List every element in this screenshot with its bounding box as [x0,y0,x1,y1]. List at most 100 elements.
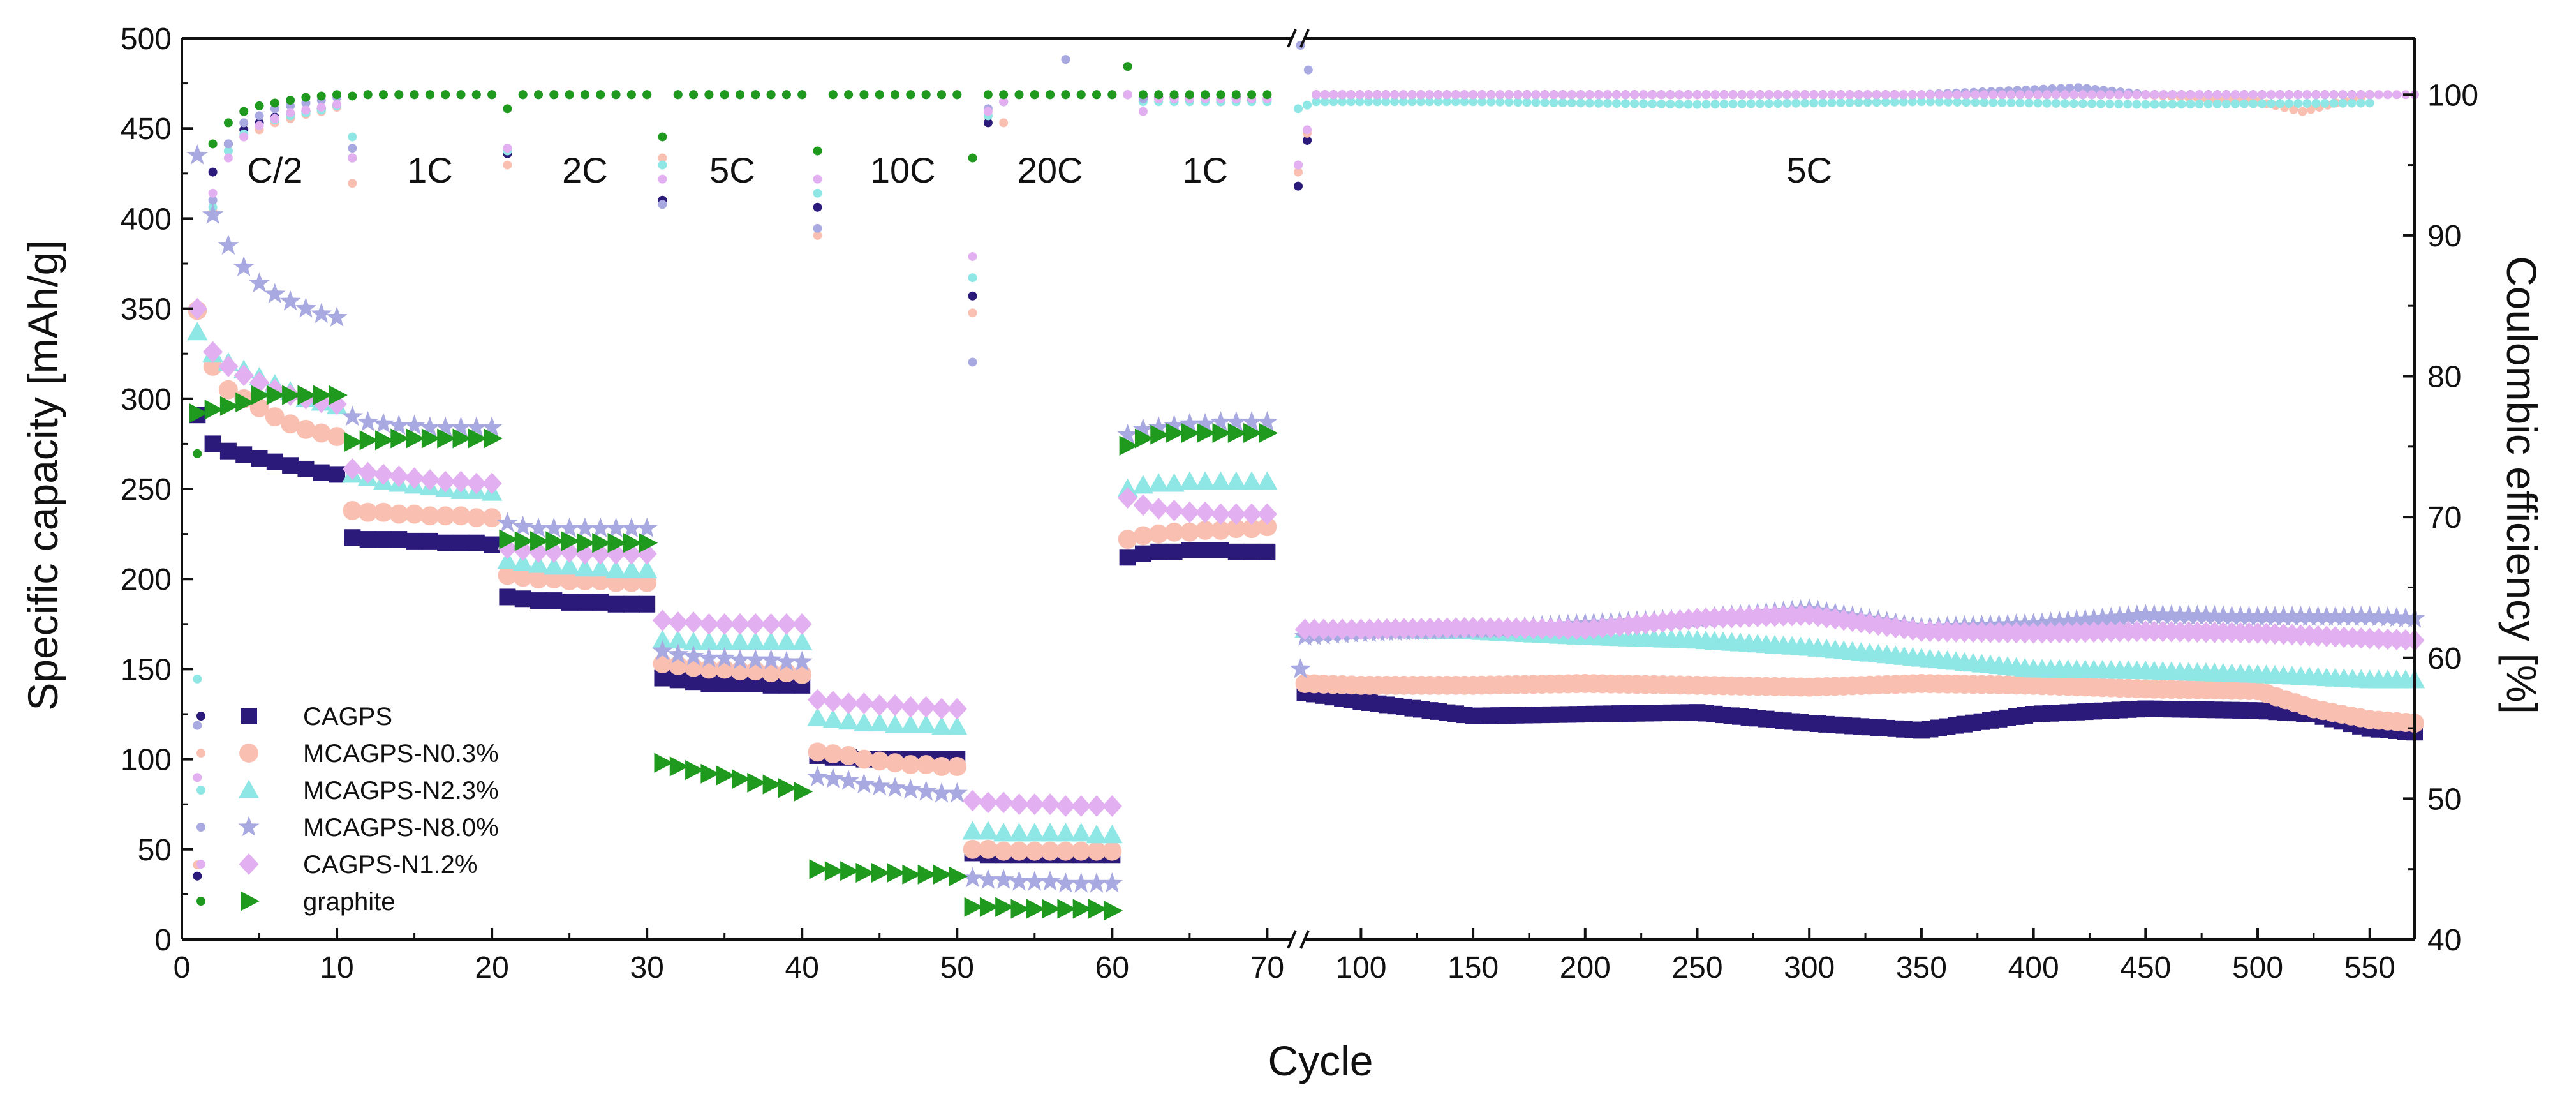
capacity-point [2290,606,2312,626]
efficiency-point [471,90,481,100]
efficiency-point [301,93,311,102]
efficiency-point [286,108,295,117]
efficiency-point [2105,99,2115,108]
capacity-point [823,691,843,713]
capacity-point [776,613,797,635]
capacity-point [636,517,658,538]
capacity-point [266,453,283,470]
capacity-point [639,595,656,613]
efficiency-point [1872,90,1881,100]
capacity-point [979,897,999,917]
legend-label: CAGPS-N1.2% [303,851,477,879]
efficiency-point [348,153,357,163]
capacity-point [2212,605,2234,625]
efficiency-point [1782,90,1792,100]
efficiency-point [1791,90,1801,100]
efficiency-point [2195,100,2204,109]
efficiency-point [425,90,434,100]
capacity-point [341,405,364,426]
capacity-point [404,504,424,524]
capacity-point [344,431,364,452]
capacity-point [1212,542,1229,559]
efficiency-point [441,90,450,100]
efficiency-point [1719,100,1729,109]
efficiency-point [1504,97,1514,107]
capacity-point [1163,414,1185,435]
y2-tick-label: 50 [2427,782,2461,816]
capacity-point [1164,522,1184,542]
efficiency-point [348,144,357,153]
capacity-point [1042,899,1062,919]
efficiency-point [1355,90,1365,100]
capacity-point [435,470,455,493]
capacity-point [824,861,844,881]
capacity-point [1009,793,1030,816]
capacity-point [313,385,332,405]
capacity-point [311,303,332,324]
efficiency-point [2150,100,2159,109]
efficiency-point [2311,90,2321,100]
capacity-point [916,696,936,718]
efficiency-point [1800,98,1810,108]
x-tick-label: 30 [630,951,663,985]
efficiency-point [2177,90,2186,100]
capacity-point [437,428,457,449]
efficiency-point [1329,90,1338,100]
capacity-point [529,569,548,589]
capacity-point [884,714,906,733]
capacity-point [931,782,952,803]
capacity-point [513,567,533,587]
capacity-point [326,306,348,327]
capacity-point [1210,503,1231,525]
y-tick-label: 500 [121,22,172,56]
capacity-point [1009,841,1029,861]
legend-marker [239,853,259,875]
capacity-point [732,769,751,789]
y2-tick-label: 60 [2427,642,2461,676]
capacity-point [794,781,813,802]
capacity-point [1164,499,1185,521]
x-tick-label: 60 [1095,951,1129,985]
efficiency-point [223,118,233,128]
efficiency-point [1746,99,1756,108]
capacity-point [512,552,533,571]
capacity-point [187,322,208,341]
capacity-point [685,759,704,781]
efficiency-point [1531,90,1541,100]
efficiency-point [1372,90,1382,100]
data-marks [186,41,2425,921]
efficiency-point [983,107,993,116]
efficiency-point [1469,90,1478,100]
capacity-point [1071,841,1091,861]
capacity-point [390,428,410,449]
capacity-point [2359,606,2381,626]
efficiency-point [2042,90,2052,100]
efficiency-point [813,146,822,156]
efficiency-point [1329,97,1338,107]
capacity-point [219,396,239,416]
capacity-point [343,500,362,520]
efficiency-point [1451,90,1460,100]
capacity-point [1025,841,1044,861]
capacity-point [390,531,408,548]
capacity-point [946,782,968,803]
capacity-point [357,411,379,431]
capacity-point [2048,611,2070,631]
efficiency-point [1216,90,1225,100]
efficiency-point [1390,90,1400,100]
efficiency-point [208,188,218,198]
efficiency-point [983,118,993,128]
capacity-point [683,645,704,666]
efficiency-point [2267,99,2276,108]
efficiency-point [2365,90,2374,100]
capacity-point [1181,422,1201,444]
capacity-point [961,867,984,888]
efficiency-point [2302,99,2312,108]
efficiency-point [410,90,419,100]
efficiency-point [813,223,822,233]
efficiency-point [2051,90,2061,100]
capacity-point [2368,606,2390,627]
efficiency-point [1684,90,1693,100]
rate-label: 1C [1182,150,1228,190]
efficiency-point [363,90,373,100]
